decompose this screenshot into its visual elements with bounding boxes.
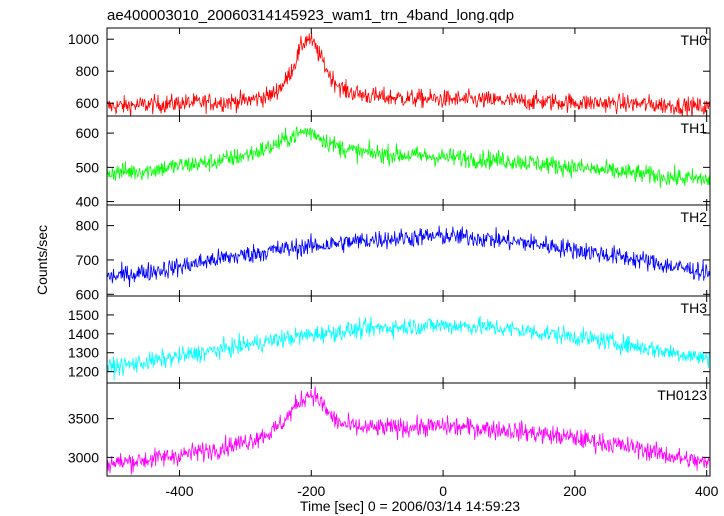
y-tick-label: 600 — [76, 95, 100, 111]
y-tick-label: 400 — [76, 194, 100, 210]
y-tick-label: 1400 — [68, 326, 99, 342]
y-tick-label: 600 — [76, 125, 100, 141]
series-line-th1 — [107, 126, 710, 188]
x-tick-label: -400 — [165, 483, 193, 499]
x-tick-label: 200 — [563, 483, 587, 499]
y-tick-label: 600 — [76, 286, 100, 302]
x-tick-label: -200 — [297, 483, 325, 499]
series-line-th2 — [107, 225, 710, 288]
panel-label-th0: TH0 — [681, 32, 708, 48]
y-tick-label: 1000 — [68, 31, 99, 47]
y-axis-title: Counts/sec — [34, 225, 50, 295]
x-tick-label: 0 — [439, 483, 447, 499]
y-tick-label: 3000 — [68, 449, 99, 465]
x-tick-label: 400 — [695, 483, 719, 499]
panel-frame — [106, 295, 711, 384]
panel-label-th0123: TH0123 — [657, 387, 707, 403]
series-line-th3 — [107, 315, 710, 381]
chart-panels: 600 800 1000 TH0 400 500 600 TH1 600 700 800 TH2 120… — [68, 27, 719, 499]
panel-frame — [106, 27, 711, 117]
y-tick-label: 500 — [76, 159, 100, 175]
y-tick-label: 1200 — [68, 364, 99, 380]
panel-frame — [106, 382, 711, 477]
x-axis-title: Time [sec] 0 = 2006/03/14 14:59:23 — [300, 498, 520, 514]
y-tick-label: 800 — [76, 218, 100, 234]
series-line-th0 — [107, 32, 710, 116]
panel-label-th2: TH2 — [681, 209, 708, 225]
series-line-th0123 — [107, 386, 710, 475]
panel-label-th1: TH1 — [681, 120, 708, 136]
chart-title: ae400003010_20060314145923_wam1_trn_4ban… — [107, 7, 514, 24]
panel-label-th3: TH3 — [681, 300, 708, 316]
y-tick-label: 1300 — [68, 345, 99, 361]
y-tick-label: 700 — [76, 252, 100, 268]
y-tick-label: 800 — [76, 63, 100, 79]
y-tick-label: 1500 — [68, 307, 99, 323]
y-tick-label: 3500 — [68, 411, 99, 427]
